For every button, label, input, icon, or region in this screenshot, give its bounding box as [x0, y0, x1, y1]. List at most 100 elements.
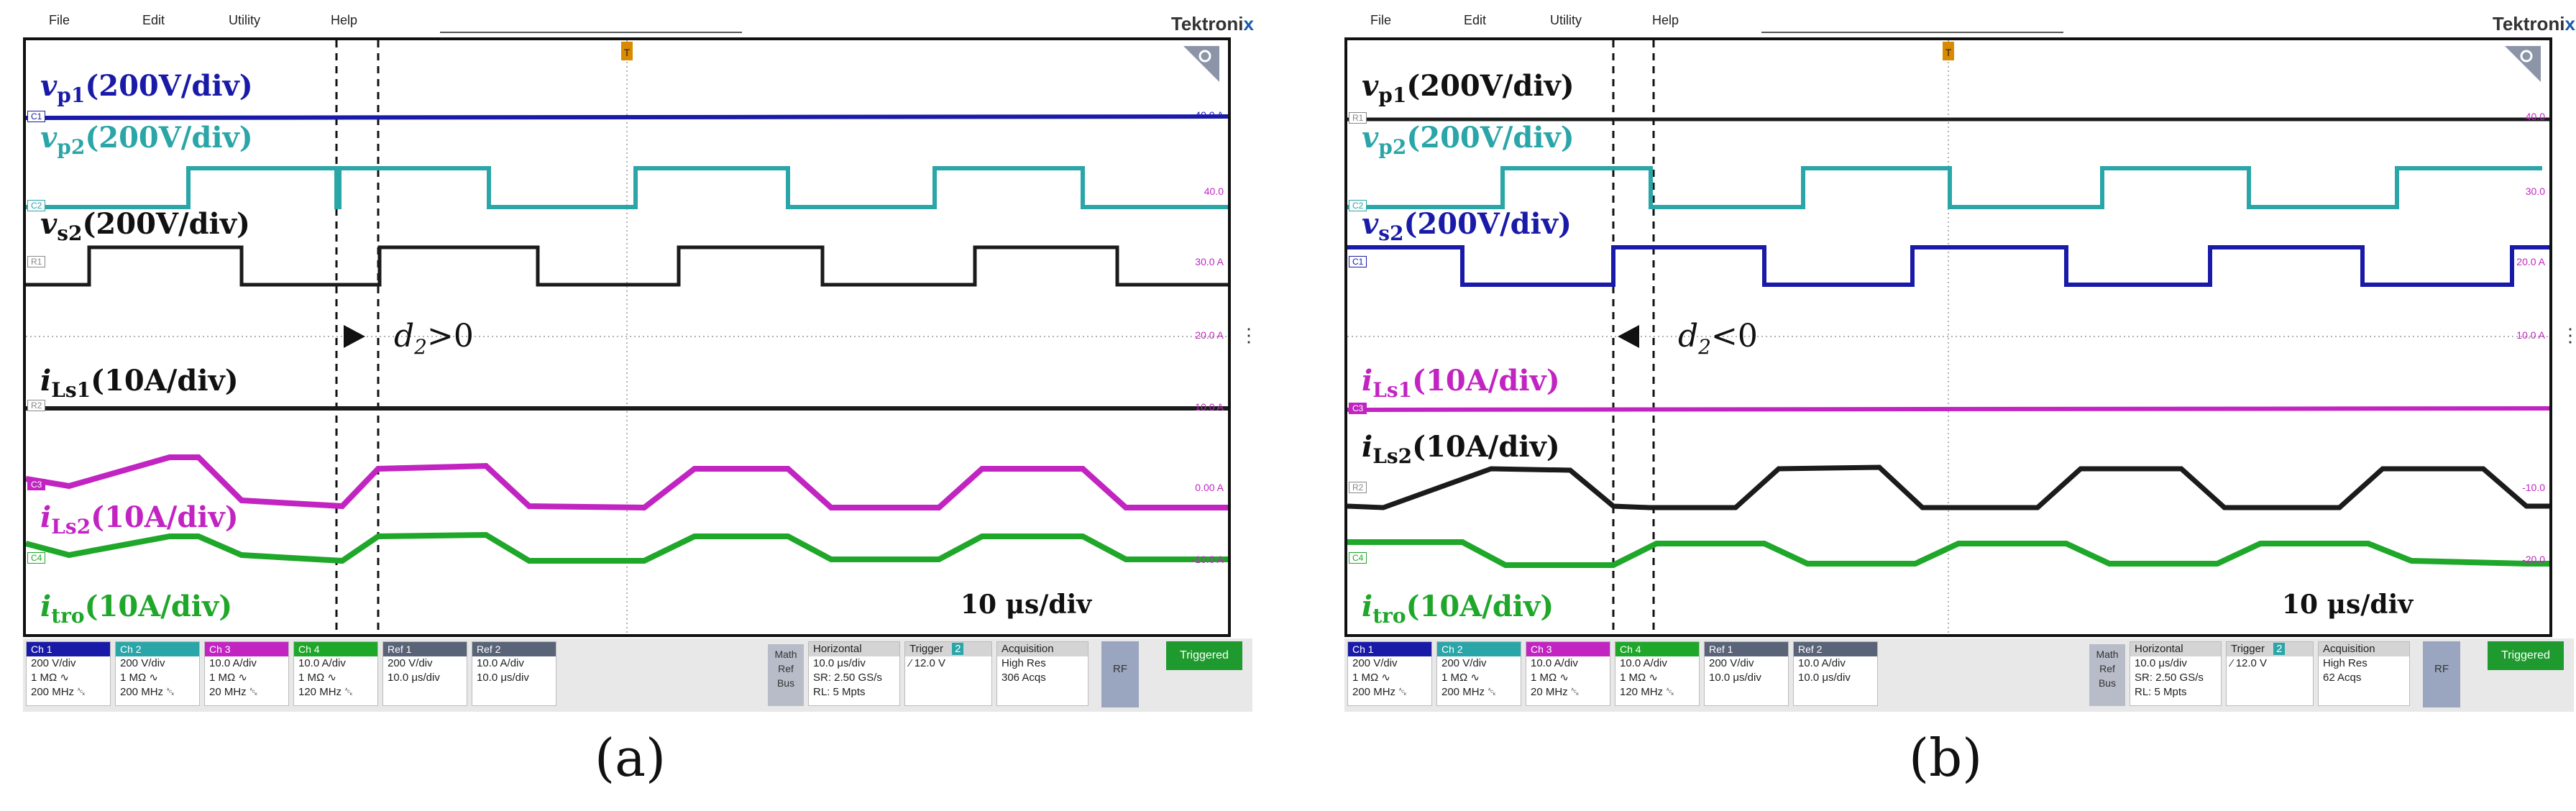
marker-r2[interactable]: R2	[1349, 482, 1367, 493]
scale-label: 20.0 A	[1195, 329, 1224, 341]
waveform-svg: T	[26, 40, 1228, 634]
ch3-settings[interactable]: Ch 3 10.0 A/div 1 MΩ ∿ 20 MHz ␆	[204, 641, 289, 706]
marker-c4[interactable]: C4	[27, 552, 46, 564]
label-ils2: iLs2(10A/div)	[40, 500, 239, 539]
scale-label: 40.0	[2525, 111, 2545, 122]
scale-label: 40.0 A	[1195, 109, 1224, 121]
record-timeline[interactable]	[440, 32, 742, 33]
ch4-settings[interactable]: Ch 4 10.0 A/div 1 MΩ ∿ 120 MHz ␆	[1615, 641, 1700, 706]
label-vp2: vp2(200V/div)	[1362, 121, 1575, 159]
trigger-marker[interactable]: T	[621, 42, 633, 60]
marker-c4[interactable]: C4	[1349, 552, 1367, 564]
grid	[26, 40, 1228, 634]
math-ref-bus-button[interactable]: Math Ref Bus	[2089, 644, 2125, 706]
ref1-settings[interactable]: Ref 1 200 V/div 10.0 μs/div	[1704, 641, 1789, 706]
status-bar: Ch 1 200 V/div 1 MΩ ∿ 200 MHz ␆ Ch 2 200 V/d…	[1344, 638, 2574, 712]
marker-r1[interactable]: R1	[1349, 112, 1367, 124]
label-ils1: iLs1(10A/div)	[1362, 364, 1560, 402]
trace-vs2	[1347, 245, 2549, 287]
label-vs2: vs2(200V/div)	[40, 207, 250, 245]
menu-file[interactable]: File	[49, 13, 70, 27]
marker-r1[interactable]: R1	[27, 256, 46, 267]
trigger-marker[interactable]: T	[1943, 42, 1954, 60]
scale-label: 10.0 A	[1195, 401, 1224, 413]
ch1-settings[interactable]: Ch 1 200 V/div 1 MΩ ∿ 200 MHz ␆	[26, 641, 111, 706]
marker-r2[interactable]: R2	[27, 400, 46, 411]
scale-label: -10.0 A	[1191, 554, 1224, 565]
math-ref-bus-button[interactable]: Math Ref Bus	[768, 644, 804, 706]
zoom-corner-icon[interactable]	[1183, 46, 1219, 82]
scale-label: 10.0 A	[2516, 329, 2545, 341]
marker-c2[interactable]: C2	[1349, 200, 1367, 211]
rf-button[interactable]: RF	[1101, 641, 1139, 707]
phase-label: d2<0	[1678, 318, 1758, 359]
label-vs2: vs2(200V/div)	[1362, 207, 1572, 245]
scale-label: -10.0	[2522, 482, 2545, 493]
waveform-display[interactable]: T C1 C2 R1 R2 C3 C4 40.0 A 40.0 30.0 A 2…	[23, 37, 1231, 637]
more-menu-icon[interactable]: ⋮	[2561, 324, 2576, 346]
status-bar: Ch 1 200 V/div 1 MΩ ∿ 200 MHz ␆ Ch 2 200 V/d…	[23, 638, 1252, 712]
menu-utility[interactable]: Utility	[1550, 13, 1582, 27]
marker-c3[interactable]: C3	[1349, 403, 1367, 414]
menu-utility[interactable]: Utility	[229, 13, 260, 27]
marker-c1[interactable]: C1	[27, 111, 46, 122]
ref1-settings[interactable]: Ref 1 200 V/div 10.0 μs/div	[382, 641, 467, 706]
label-itro: itro(10A/div)	[1362, 590, 1554, 628]
ref2-settings[interactable]: Ref 2 10.0 A/div 10.0 μs/div	[1793, 641, 1878, 706]
trace-ils1	[1347, 406, 2549, 412]
waveform-svg: T	[1347, 40, 2549, 634]
menu-edit[interactable]: Edit	[1464, 13, 1487, 27]
trace-vp2	[1347, 166, 2542, 209]
scale-label: 30.0 A	[1195, 256, 1224, 267]
scale-label: 30.0	[2525, 185, 2545, 197]
ch3-settings[interactable]: Ch 3 10.0 A/div 1 MΩ ∿ 20 MHz ␆	[1526, 641, 1610, 706]
trace-vp2	[26, 166, 1228, 209]
ch1-settings[interactable]: Ch 1 200 V/div 1 MΩ ∿ 200 MHz ␆	[1347, 641, 1432, 706]
caption-a: (a)	[595, 728, 666, 788]
marker-c1[interactable]: C1	[1349, 256, 1367, 267]
more-menu-icon[interactable]: ⋮	[1239, 324, 1258, 346]
menu-file[interactable]: File	[1370, 13, 1392, 27]
svg-text:T: T	[1945, 47, 1952, 58]
trigger-settings[interactable]: Trigger 2 ⁄ 12.0 V	[2226, 641, 2314, 706]
ref2-settings[interactable]: Ref 2 10.0 A/div 10.0 μs/div	[472, 641, 556, 706]
label-ils2: iLs2(10A/div)	[1362, 430, 1560, 468]
acquisition-settings[interactable]: Acquisition High Res 62 Acqs	[2318, 641, 2410, 706]
triggered-status: Triggered	[2488, 641, 2564, 670]
timebase-label: 10 μs/div	[2282, 590, 2414, 620]
menu-help[interactable]: Help	[331, 13, 358, 27]
svg-text:T: T	[624, 47, 631, 58]
trace-itro	[1347, 539, 2549, 568]
horizontal-settings[interactable]: Horizontal 10.0 μs/div SR: 2.50 GS/s RL: 5 …	[808, 641, 900, 706]
label-vp2: vp2(200V/div)	[40, 121, 253, 159]
zoom-corner-icon[interactable]	[2505, 46, 2541, 82]
ch2-settings[interactable]: Ch 2 200 V/div 1 MΩ ∿ 200 MHz ␆	[115, 641, 200, 706]
scale-label: 0.00 A	[1195, 482, 1224, 493]
marker-c2[interactable]: C2	[27, 200, 46, 211]
trace-ils2	[1347, 464, 2549, 510]
trace-vp1	[26, 114, 1228, 120]
phase-arrow	[1618, 325, 1639, 348]
label-vp1: vp1(200V/div)	[40, 69, 253, 107]
ch2-settings[interactable]: Ch 2 200 V/div 1 MΩ ∿ 200 MHz ␆	[1436, 641, 1521, 706]
scale-label: 20.0 A	[2516, 256, 2545, 267]
label-vp1: vp1(200V/div)	[1362, 69, 1575, 107]
horizontal-settings[interactable]: Horizontal 10.0 μs/div SR: 2.50 GS/s RL: 5 …	[2130, 641, 2222, 706]
ch4-settings[interactable]: Ch 4 10.0 A/div 1 MΩ ∿ 120 MHz ␆	[293, 641, 378, 706]
label-ils1: iLs1(10A/div)	[40, 364, 239, 402]
trigger-settings[interactable]: Trigger 2 ⁄ 12.0 V	[904, 641, 992, 706]
timebase-label: 10 μs/div	[961, 590, 1092, 620]
oscilloscope-panel-b: File Edit Utility Help Tektronix	[1337, 0, 2576, 811]
label-itro: itro(10A/div)	[40, 590, 233, 628]
phase-cursors[interactable]	[1612, 40, 1655, 634]
rf-button[interactable]: RF	[2423, 641, 2460, 707]
record-timeline[interactable]	[1761, 32, 2063, 33]
menu-edit[interactable]: Edit	[142, 13, 165, 27]
acquisition-settings[interactable]: Acquisition High Res 306 Acqs	[996, 641, 1088, 706]
scale-label: 40.0	[1204, 185, 1224, 197]
marker-c3[interactable]: C3	[27, 479, 46, 490]
trace-itro	[26, 531, 1228, 564]
trace-ils2	[26, 454, 1228, 511]
waveform-display[interactable]: T R1 C2 C1 C3 R2 C4 40.0 30.0 20.0 A 10.…	[1344, 37, 2552, 637]
menu-help[interactable]: Help	[1652, 13, 1679, 27]
